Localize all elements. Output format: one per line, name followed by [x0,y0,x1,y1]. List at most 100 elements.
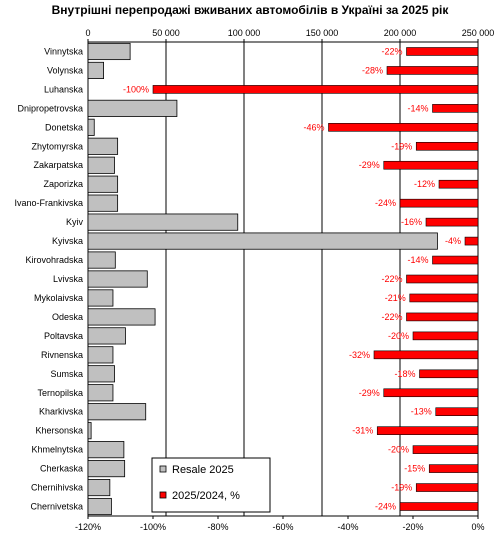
bottom-tick-label: 0% [471,522,484,532]
legend: Resale 2025 2025/2024, % [151,457,271,513]
change-label: -15% [404,464,425,474]
change-bar [373,350,479,360]
bottom-tick-label: -20% [402,522,423,532]
gridlines [165,42,401,516]
top-tick-label: 100 000 [228,28,261,38]
change-label: -100% [123,84,149,94]
category-label: Chernihivska [31,483,83,493]
top-tick-label: 200 000 [384,28,417,38]
change-label: -20% [388,331,409,341]
change-label: -24% [375,198,396,208]
resale-bars [87,42,438,516]
change-label: -14% [407,103,428,113]
change-label: -14% [407,255,428,265]
category-label: Ternopilska [37,388,83,398]
change-bar [406,47,479,56]
resale-bar [87,365,115,383]
category-label: Kyivska [52,236,83,246]
change-bar [376,426,479,435]
resale-bar [87,251,116,269]
resale-bar [87,327,126,345]
category-label: Sumska [50,369,83,379]
change-label: -29% [359,160,380,170]
resale-bar [87,346,114,364]
change-bar [432,255,479,265]
change-label: -13% [411,407,432,417]
top-tick-label: 150 000 [306,28,339,38]
category-label: Dnipropetrovska [17,103,83,113]
change-label: -32% [349,350,370,360]
change-labels: -22% -28% -100% -14% -46% -19% -29% -12% -24% -16… [123,46,461,511]
chart-title: Внутрішні перепродажі вживаних автомобіл… [52,3,450,17]
change-bars [152,47,479,511]
resale-bar [87,42,131,61]
change-bar [412,331,479,341]
resale-bar [87,194,119,212]
change-label: -18% [394,369,415,379]
change-bar [383,160,479,170]
category-label: Mykolaivska [34,293,83,303]
change-label: -4% [445,236,461,246]
legend-box [151,457,271,513]
resale-bar [87,213,239,231]
change-bar [428,464,479,473]
resale-bar [87,137,119,155]
change-bar [415,483,479,492]
resale-bar [87,118,95,136]
category-label: Luhanska [44,84,83,94]
resale-bar [87,497,112,516]
bottom-tick-label: -100% [140,522,166,532]
change-bar [152,85,479,94]
change-bar [406,312,479,322]
change-bar [406,274,479,284]
change-label: -22% [381,46,402,56]
change-label: -22% [381,312,402,322]
category-label: Cherkaska [40,464,83,474]
change-bar [412,445,479,454]
change-label: -12% [414,179,435,189]
change-label: -28% [362,65,383,75]
bottom-tick-label: -60% [272,522,293,532]
change-bar [383,388,479,398]
resale-bar [87,156,115,174]
resale-bar [87,479,111,497]
top-tick-label: 250 000 [462,28,495,38]
category-label: Khersonska [35,426,83,436]
change-label: -20% [388,445,409,455]
category-label: Poltavska [44,331,83,341]
resale-bar [87,175,119,193]
bottom-tick-label: -120% [75,522,101,532]
resale-bar [87,289,114,307]
change-label: -21% [385,293,406,303]
legend-label-resale: Resale 2025 [172,464,234,476]
category-label: Khmelnytska [31,445,83,455]
change-label: -24% [375,502,396,512]
change-bar [386,66,479,75]
legend-label-change: 2025/2024, % [172,490,240,502]
change-bar [419,369,479,379]
category-label: Kharkivska [39,407,83,417]
category-label: Zaporizka [43,179,83,189]
change-bar [435,407,479,417]
top-axis-ticks: 0 50 000 100 000 150 000 200 000 250 000 [85,28,494,42]
change-bar [399,502,479,511]
category-label: Vinnytska [44,46,83,56]
change-bar [409,293,479,303]
change-label: -19% [391,141,412,151]
category-label: Donetska [45,122,83,132]
category-label: Kyiv [66,217,84,227]
bottom-tick-label: -40% [337,522,358,532]
change-bar [328,123,479,132]
resale-bar [87,232,438,250]
category-label: Chernivetska [30,502,83,512]
resale-bar [87,422,92,440]
resale-bar [87,441,125,459]
category-label: Volynska [47,65,83,75]
category-labels: Vinnytska Volynska Luhanska Dnipropetrovska… [14,46,83,511]
category-label: Zakarpatska [33,160,83,170]
resale-bar [87,99,178,117]
resale-bar [87,61,104,79]
change-bar [464,236,479,246]
legend-swatch-change [159,491,167,499]
